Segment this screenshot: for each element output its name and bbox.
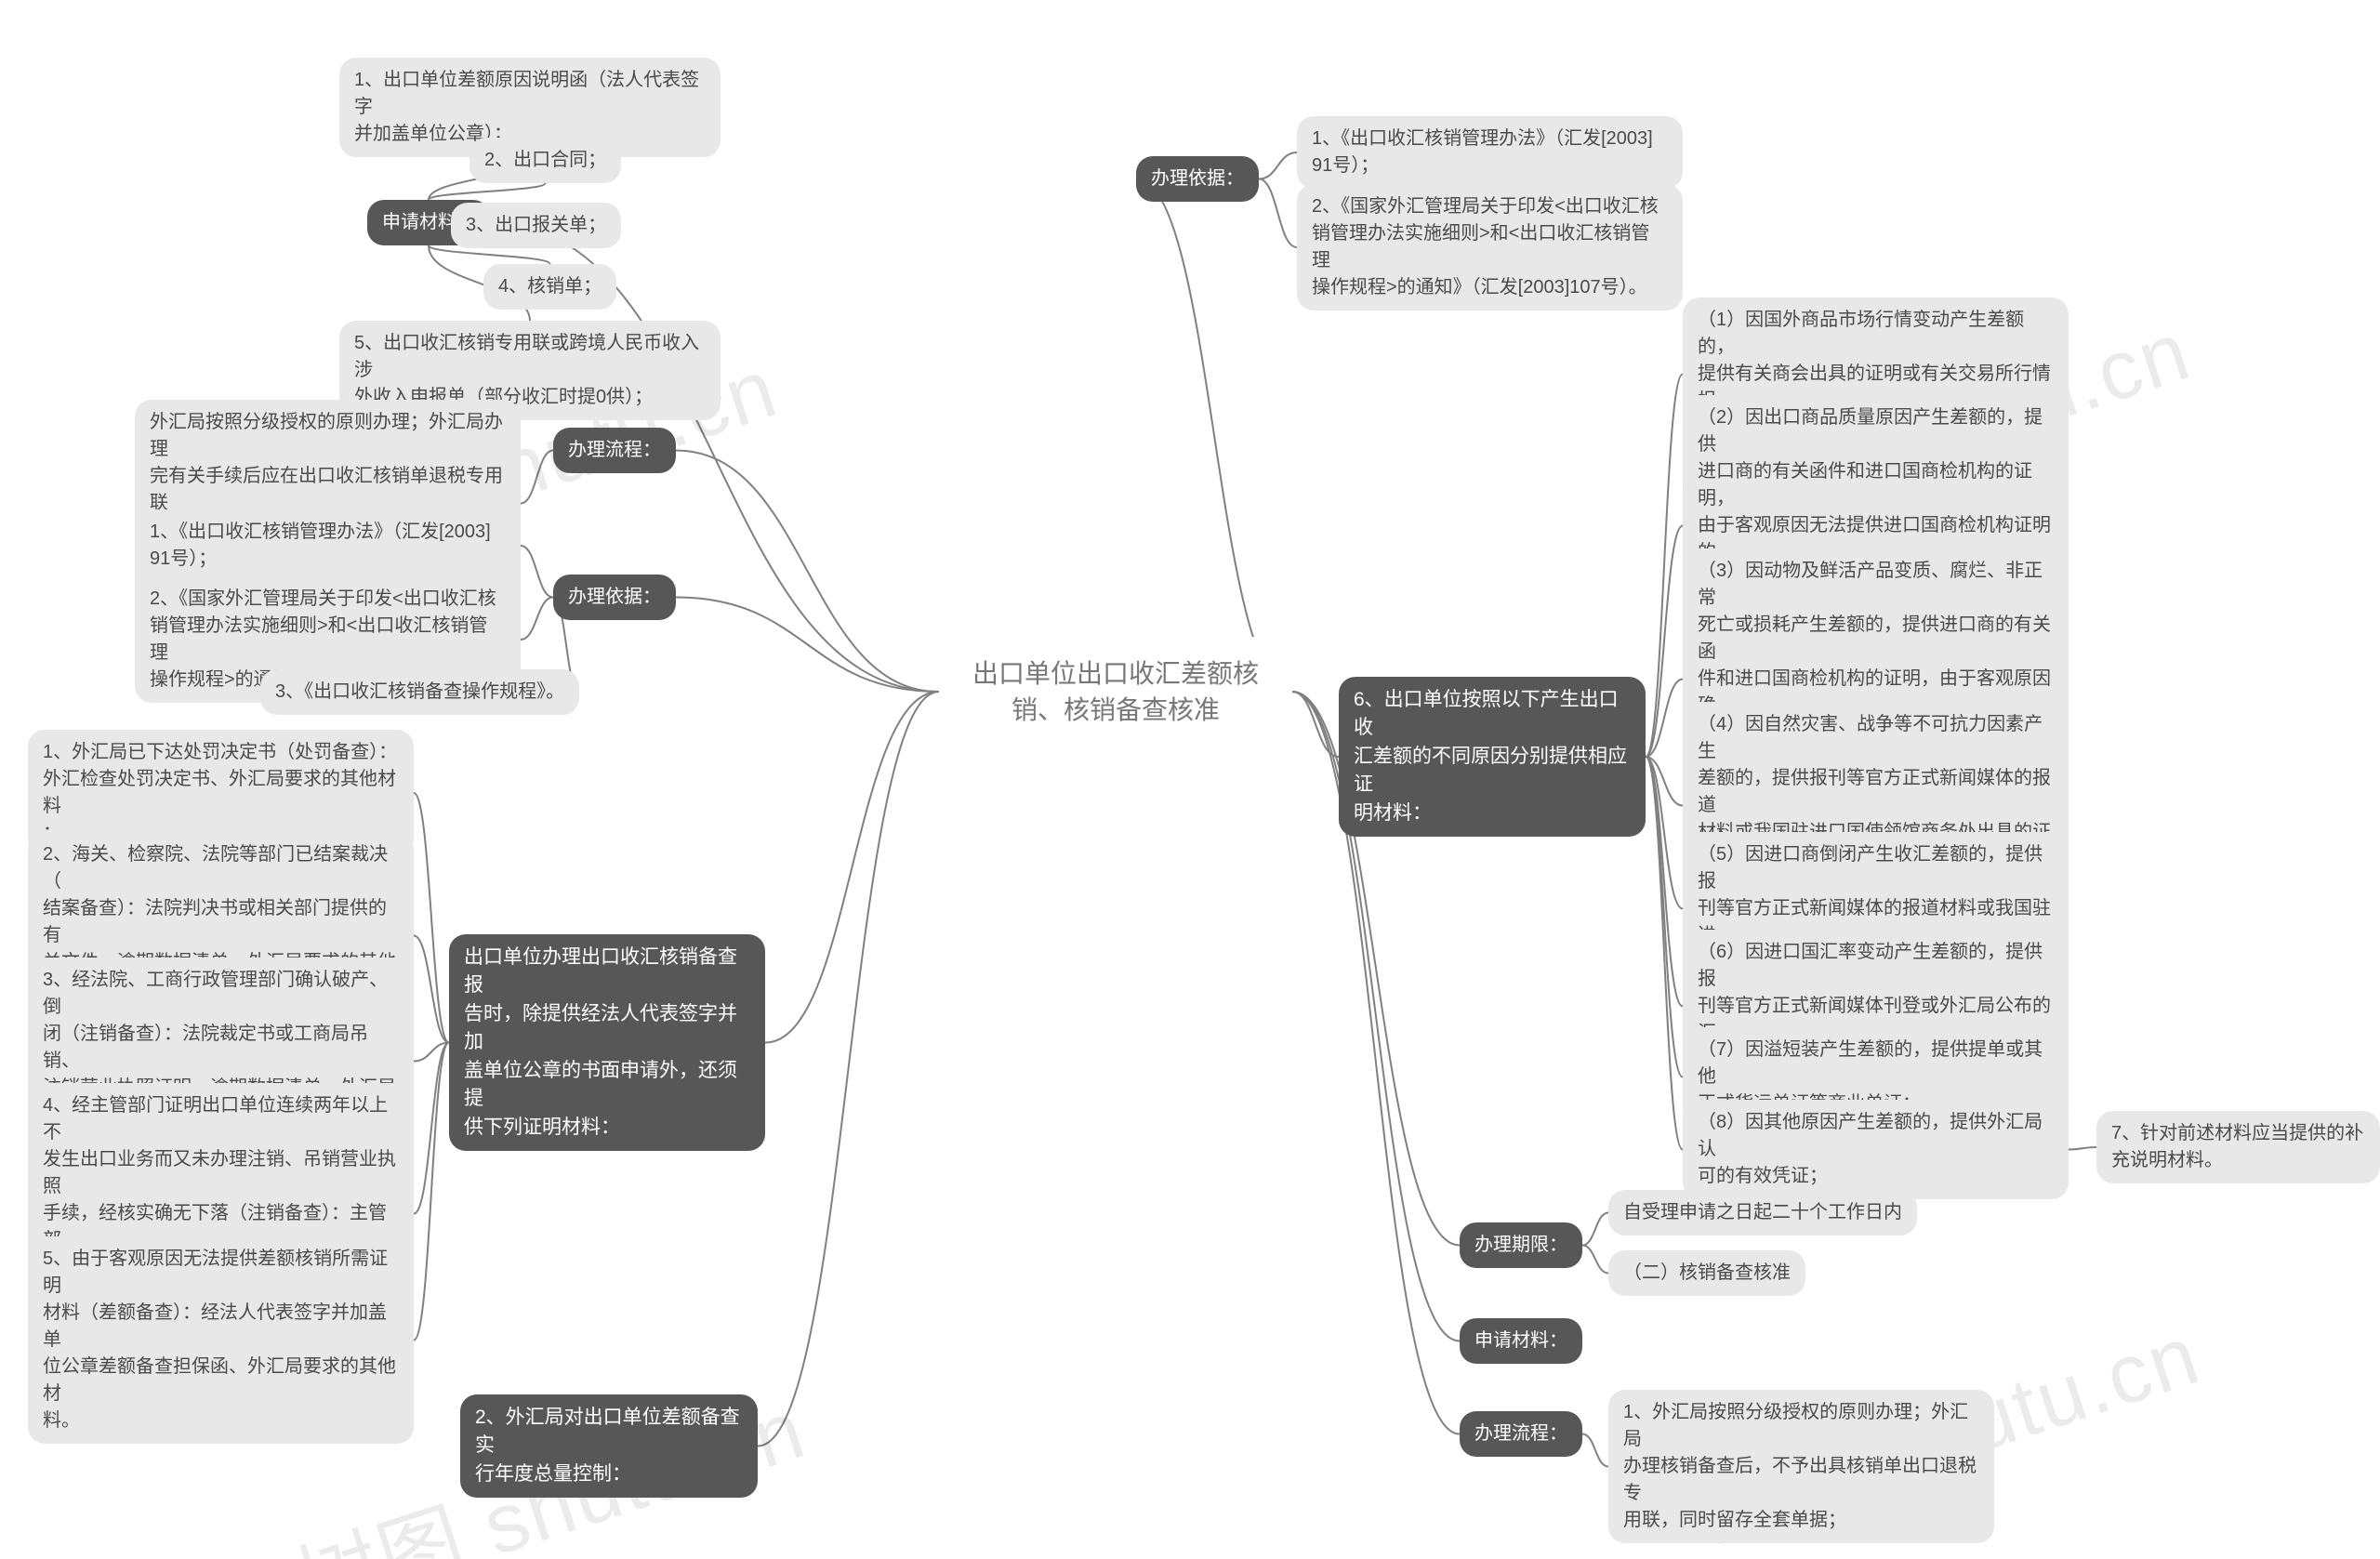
left-b3-label: 办理依据： xyxy=(553,575,676,620)
right-b1-leaf-1: 1、《出口收汇核销管理办法》（汇发[2003]91号）； xyxy=(1297,116,1683,189)
right-b5-label: 办理流程： xyxy=(1460,1411,1582,1457)
left-b1-leaf-4: 4、核销单； xyxy=(483,264,616,310)
right-b2-label: 6、出口单位按照以下产生出口收汇差额的不同原因分别提供相应证明材料： xyxy=(1339,677,1646,837)
right-b2-leaf-8: （8）因其他原因产生差额的，提供外汇局认可的有效凭证； xyxy=(1683,1100,2069,1199)
right-b1-leaf-2: 2、《国家外汇管理局关于印发<出口收汇核销管理办法实施细则>和<出口收汇核销管理… xyxy=(1297,184,1683,310)
right-b3-label: 办理期限： xyxy=(1460,1222,1582,1268)
right-b3-leaf-1: 自受理申请之日起二十个工作日内 xyxy=(1608,1190,1917,1235)
left-b5-label: 2、外汇局对出口单位差额备查实行年度总量控制： xyxy=(460,1394,758,1498)
left-b3-leaf-3: 3、《出口收汇核销备查操作规程》。 xyxy=(260,669,579,715)
right-b3-leaf-2: （二）核销备查核准 xyxy=(1608,1250,1805,1296)
left-b3-leaf-1: 1、《出口收汇核销管理办法》（汇发[2003]91号）； xyxy=(135,509,521,582)
right-b4-label: 申请材料： xyxy=(1460,1318,1582,1364)
left-b1-leaf-3: 3、出口报关单； xyxy=(451,203,621,248)
left-b4-label: 出口单位办理出口收汇核销备查报告时，除提供经法人代表签字并加盖单位公章的书面申请… xyxy=(449,934,765,1151)
right-b2-leaf-8-child: 7、针对前述材料应当提供的补充说明材料。 xyxy=(2096,1111,2380,1183)
right-b1-label: 办理依据： xyxy=(1136,156,1259,202)
left-b2-label: 办理流程： xyxy=(553,428,676,473)
left-b1-leaf-2: 2、出口合同； xyxy=(469,138,621,183)
left-b4-leaf-5: 5、由于客观原因无法提供差额核销所需证明材料（差额备查）：经法人代表签字并加盖单… xyxy=(28,1236,414,1444)
root-node: 出口单位出口收汇差额核销、核销备查核准 xyxy=(939,637,1292,746)
right-b5-leaf: 1、外汇局按照分级授权的原则办理；外汇局办理核销备查后，不予出具核销单出口退税专… xyxy=(1608,1390,1994,1543)
